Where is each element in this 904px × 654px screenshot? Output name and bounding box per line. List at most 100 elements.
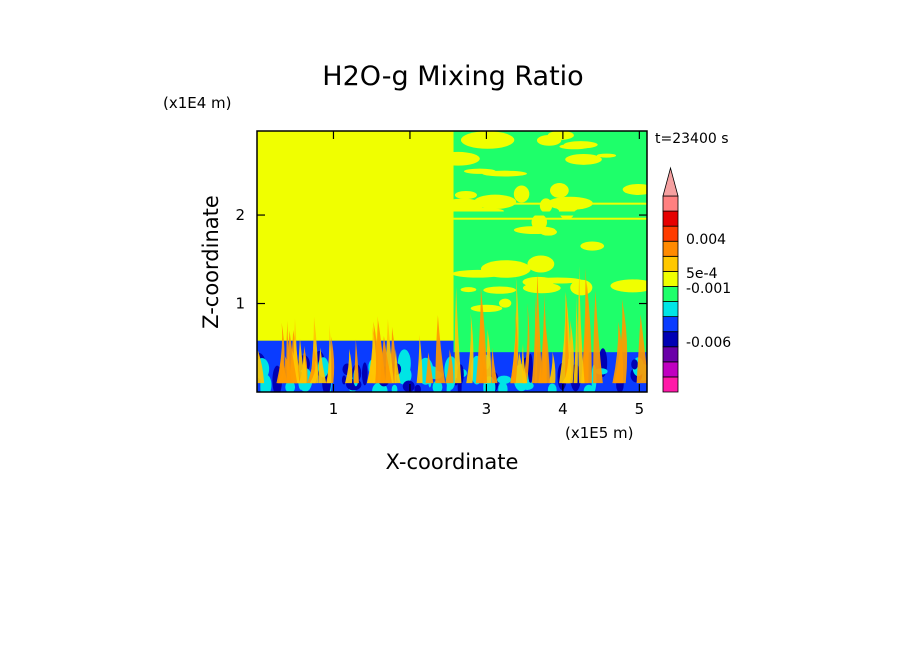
surface-patch	[341, 375, 347, 385]
x-tick-label: 2	[405, 400, 415, 418]
convective-plume	[482, 329, 492, 384]
moist-streak	[527, 255, 555, 273]
convective-plume	[593, 290, 603, 384]
convective-plume	[479, 298, 487, 384]
convective-plume	[353, 339, 359, 384]
convective-plume	[257, 349, 265, 384]
moist-streak	[580, 241, 605, 251]
surface-patch	[631, 359, 638, 370]
convective-plume	[309, 359, 318, 384]
colorbar-swatch	[662, 301, 679, 318]
surface-patch	[583, 384, 595, 392]
convective-plume	[573, 295, 578, 384]
convective-plume	[416, 334, 423, 384]
convective-plume	[491, 347, 498, 384]
colorbar-swatch	[662, 270, 679, 287]
convective-plume	[613, 299, 628, 384]
convective-plume	[454, 286, 462, 384]
time-label: t=23400 s	[655, 131, 729, 147]
moist-streak	[610, 279, 647, 293]
surface-patch	[414, 384, 421, 392]
colorbar-swatch	[662, 346, 679, 363]
moist-streak	[474, 194, 517, 210]
moist-streak	[596, 153, 617, 158]
moist-streak	[532, 277, 582, 284]
x-axis-label: X-coordinate	[386, 450, 519, 474]
horizontal-band	[453, 211, 647, 216]
y-tick-label: 1	[235, 295, 245, 313]
convective-plume	[564, 320, 574, 384]
colorbar-swatch	[662, 255, 679, 272]
convective-plume	[345, 349, 353, 384]
convective-plume	[561, 358, 572, 384]
y-axis: 12	[235, 206, 647, 313]
y-unit-label: (x1E4 m)	[163, 94, 232, 112]
colorbar-swatch	[662, 331, 679, 348]
convective-plume	[425, 352, 434, 384]
colorbar-swatch	[662, 240, 679, 257]
horizontal-band	[453, 202, 647, 205]
convective-plume	[510, 310, 518, 384]
moist-streak	[622, 184, 647, 195]
surface-patch	[497, 375, 512, 384]
surface-patch	[402, 380, 415, 392]
colorbar-swatch	[662, 376, 679, 393]
moist-streak	[559, 143, 590, 150]
convective-plume	[538, 313, 551, 384]
convective-plume	[548, 351, 556, 384]
convective-plume	[366, 326, 377, 384]
convective-plume	[293, 318, 300, 384]
surface-patch	[547, 383, 557, 392]
colorbar-swatch	[662, 210, 679, 227]
x-tick-label: 4	[558, 400, 568, 418]
x-unit-label: (x1E5 m)	[565, 424, 634, 442]
convective-plume	[515, 351, 526, 384]
surface-patch	[285, 380, 296, 392]
colorbar-label: -0.001	[686, 281, 731, 297]
surface-patch	[397, 349, 411, 378]
moist-streak	[565, 154, 602, 165]
y-tick-label: 2	[235, 206, 245, 224]
convective-plume	[299, 352, 307, 384]
x-axis: 1 2 3 4 5	[329, 131, 644, 418]
moist-streak	[470, 304, 503, 313]
plot-area	[257, 131, 647, 392]
horizontal-band	[453, 217, 647, 220]
moist-streak	[498, 298, 512, 308]
moist-streak	[460, 131, 515, 149]
moist-streak	[513, 185, 530, 203]
convective-plume	[277, 356, 290, 384]
moist-streak	[539, 198, 553, 213]
moist-streak	[522, 282, 561, 294]
chart-title: H2O-g Mixing Ratio	[322, 61, 583, 92]
moist-streak	[441, 198, 484, 212]
convective-plume	[522, 303, 530, 384]
convective-plume	[276, 322, 285, 384]
moist-streak	[482, 170, 527, 177]
y-axis-label: Z-coordinate	[199, 195, 223, 329]
convective-plume	[581, 282, 592, 384]
colorbar-label: -0.006	[686, 335, 731, 351]
surface-patch	[520, 381, 534, 391]
moist-streak	[549, 183, 569, 198]
plot-frame	[256, 130, 648, 393]
convective-plume	[435, 315, 446, 384]
moist-streak	[454, 190, 477, 200]
colorbar-label: 5e-4	[686, 266, 718, 282]
convective-plume	[326, 324, 332, 384]
surface-patch	[432, 380, 443, 392]
colorbar-label: 0.004	[686, 232, 726, 248]
convective-plume	[394, 348, 401, 384]
convective-plume	[325, 336, 335, 384]
colorbar-swatch	[662, 361, 679, 378]
convective-plume	[318, 347, 327, 384]
moist-streak	[483, 286, 517, 294]
surface-patch	[391, 384, 398, 392]
moist-streak	[513, 226, 556, 235]
x-tick-label: 5	[635, 400, 645, 418]
surface-patch	[361, 362, 368, 386]
x-tick-label: 1	[329, 400, 339, 418]
colorbar-swatch	[662, 316, 679, 333]
